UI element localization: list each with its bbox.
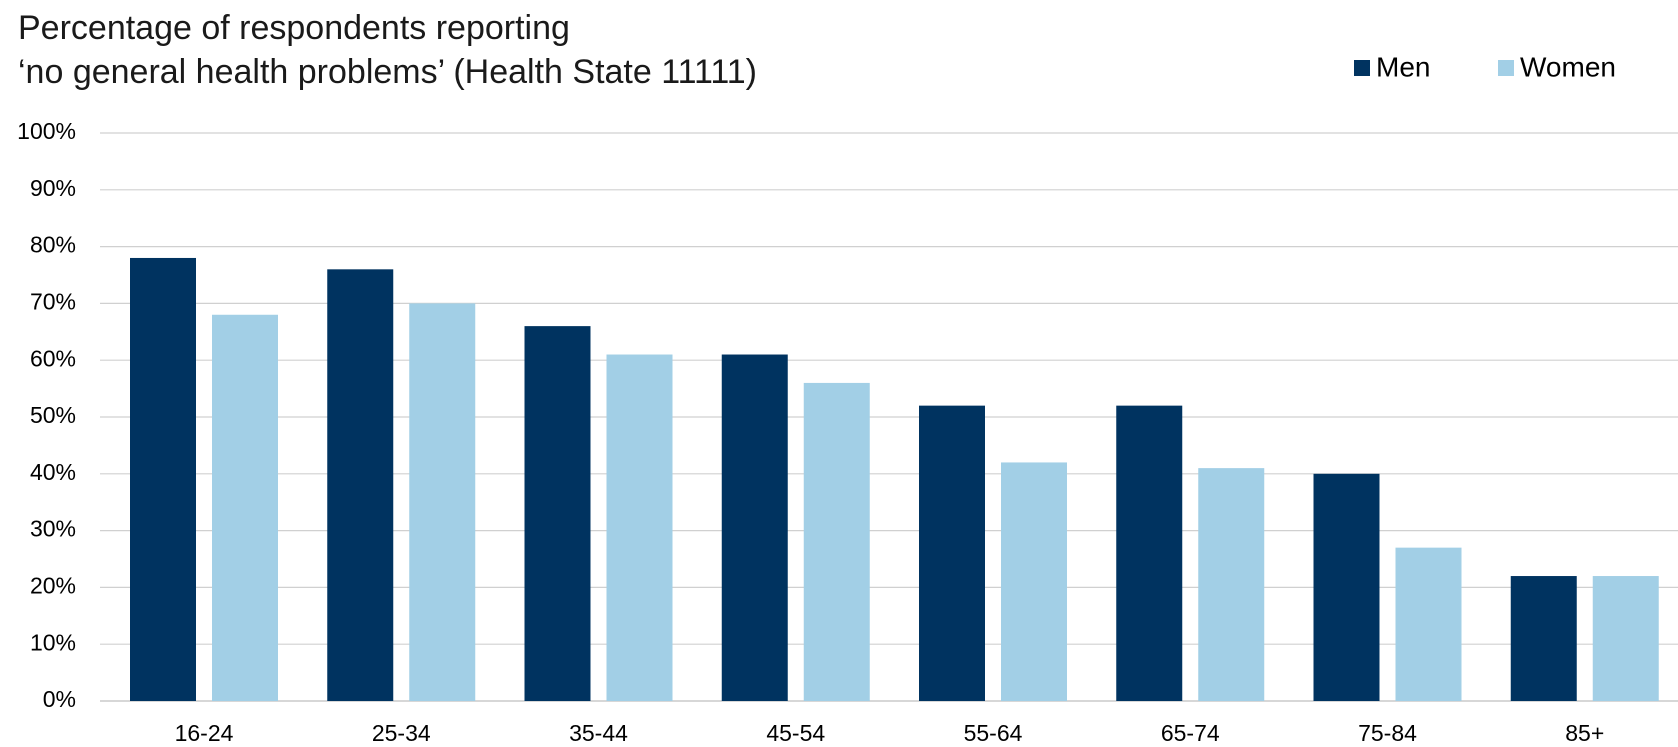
y-tick-label: 0% <box>43 686 76 712</box>
bar <box>919 405 985 701</box>
y-tick-label: 60% <box>30 345 76 371</box>
x-tick-label: 55-64 <box>964 720 1023 746</box>
bar <box>606 354 673 701</box>
bar <box>1510 576 1577 701</box>
y-tick-label: 40% <box>30 459 76 485</box>
bar <box>1198 468 1265 701</box>
chart-title: ‘no general health problems’ (Health Sta… <box>18 53 757 91</box>
bar <box>327 269 394 701</box>
y-tick-label: 100% <box>17 118 76 144</box>
bar <box>1116 405 1183 701</box>
x-tick-label: 85+ <box>1565 720 1604 746</box>
bar <box>212 314 278 701</box>
x-tick-label: 25-34 <box>372 720 431 746</box>
y-tick-label: 70% <box>30 288 76 314</box>
bar <box>409 303 476 701</box>
y-tick-label: 30% <box>30 516 76 542</box>
bar <box>130 257 196 701</box>
legend-swatch <box>1354 60 1370 76</box>
bar <box>1313 473 1380 701</box>
y-tick-label: 20% <box>30 572 76 598</box>
bar <box>1592 576 1659 701</box>
legend-label: Men <box>1376 51 1430 82</box>
bar <box>803 382 870 701</box>
y-tick-label: 80% <box>30 232 76 258</box>
y-tick-label: 10% <box>30 629 76 655</box>
x-tick-label: 45-54 <box>766 720 825 746</box>
legend-label: Women <box>1520 51 1616 82</box>
chart-title: Percentage of respondents reporting <box>18 9 570 47</box>
y-tick-label: 90% <box>30 175 76 201</box>
legend-swatch <box>1498 60 1514 76</box>
bar <box>721 354 788 701</box>
bar <box>1395 547 1462 701</box>
y-tick-label: 50% <box>30 402 76 428</box>
x-tick-label: 16-24 <box>175 720 234 746</box>
x-tick-label: 35-44 <box>569 720 628 746</box>
x-tick-label: 65-74 <box>1161 720 1220 746</box>
bar <box>524 326 591 701</box>
bar <box>1001 462 1067 701</box>
x-tick-label: 75-84 <box>1358 720 1417 746</box>
